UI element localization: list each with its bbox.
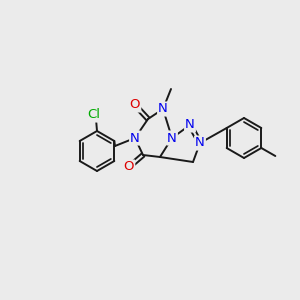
Text: O: O [130,98,140,112]
Text: Cl: Cl [88,109,100,122]
Text: N: N [195,136,205,149]
Text: N: N [158,103,168,116]
Text: O: O [124,160,134,173]
Text: N: N [185,118,195,131]
Text: N: N [167,131,177,145]
Text: N: N [130,131,140,145]
